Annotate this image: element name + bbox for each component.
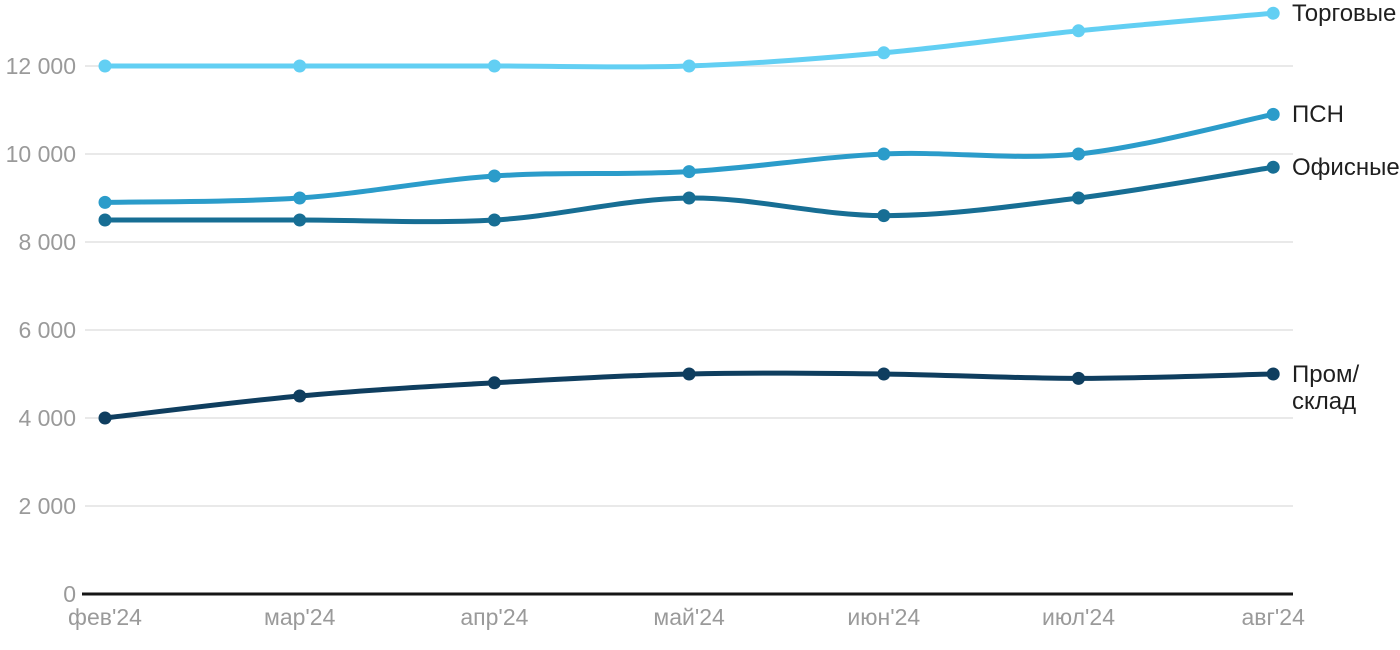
- x-tick-label: мар'24: [264, 604, 336, 630]
- data-point: [98, 213, 112, 227]
- y-tick-label: 12 000: [6, 53, 76, 79]
- data-point: [877, 147, 891, 161]
- data-point: [293, 389, 307, 403]
- data-point: [1266, 107, 1280, 121]
- y-tick-label: 4 000: [18, 405, 76, 431]
- y-tick-label: 6 000: [18, 317, 76, 343]
- x-tick-label: июн'24: [847, 604, 920, 630]
- data-point: [293, 213, 307, 227]
- legend-text: Пром/: [1292, 360, 1360, 388]
- y-tick-label: 10 000: [6, 141, 76, 167]
- data-point: [682, 367, 696, 381]
- data-point: [682, 191, 696, 205]
- data-point: [487, 169, 501, 183]
- data-point: [1072, 147, 1085, 161]
- legend-label-prom-sklad: Пром/ склад: [1292, 361, 1400, 415]
- data-point: [1266, 367, 1280, 381]
- x-tick-label: июл'24: [1042, 604, 1115, 630]
- legend-text: ПСН: [1292, 100, 1344, 128]
- data-point: [877, 209, 891, 223]
- legend-label-psn: ПСН: [1292, 101, 1400, 128]
- data-point: [1266, 160, 1280, 174]
- data-point: [98, 411, 112, 425]
- x-tick-label: апр'24: [460, 604, 528, 630]
- data-point: [1072, 371, 1085, 385]
- data-point: [1072, 191, 1085, 205]
- data-point: [682, 165, 696, 179]
- data-point: [682, 59, 696, 73]
- data-point: [1072, 24, 1085, 38]
- y-tick-label: 2 000: [18, 493, 76, 519]
- data-point: [487, 59, 501, 73]
- legend-label-ofisnye: Офисные: [1292, 154, 1400, 181]
- data-point: [98, 59, 112, 73]
- legend-label-torgovye: Торговые: [1292, 0, 1400, 27]
- data-point: [487, 376, 501, 390]
- data-point: [877, 46, 891, 60]
- x-tick-label: май'24: [653, 604, 725, 630]
- series-line-1: [102, 10, 1276, 70]
- data-point: [877, 367, 891, 381]
- y-tick-label: 0: [63, 581, 76, 607]
- data-point: [487, 213, 501, 227]
- legend-text-line2: склад: [1292, 387, 1357, 415]
- y-tick-label: 8 000: [18, 229, 76, 255]
- x-tick-label: авг'24: [1242, 604, 1306, 630]
- data-point: [98, 195, 112, 209]
- data-point: [293, 191, 307, 205]
- legend-text: Офисные: [1292, 153, 1400, 181]
- series-line-2: [102, 111, 1276, 205]
- legend-text: Торговые: [1292, 0, 1397, 27]
- x-tick-label: фев'24: [68, 604, 142, 630]
- data-point: [1266, 6, 1280, 20]
- data-point: [293, 59, 307, 73]
